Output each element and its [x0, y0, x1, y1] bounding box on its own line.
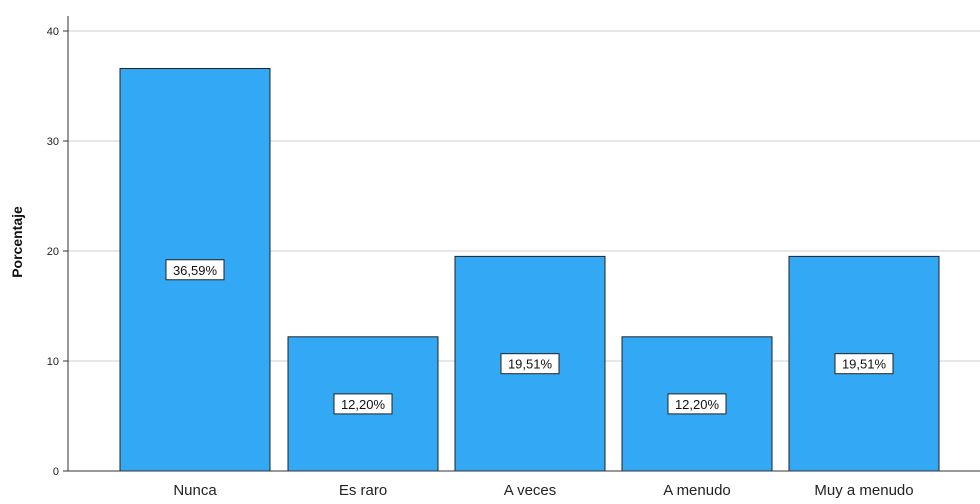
data-label-text: 12,20%	[675, 397, 720, 412]
data-label-box	[667, 393, 727, 415]
bars	[119, 68, 940, 472]
data-label-box	[333, 393, 393, 415]
y-tick-label: 40	[47, 26, 59, 38]
data-labels: 36,59% 12,20% 19,51% 12,20% 19,51%	[165, 259, 894, 415]
y-tick-labels: 0 10 20 30 40	[47, 26, 59, 478]
data-label-text: 12,20%	[341, 397, 386, 412]
x-category-label: A veces	[504, 482, 557, 499]
x-category-label: Es raro	[339, 482, 387, 499]
x-category-label: Nunca	[173, 482, 217, 499]
x-category-label: A menudo	[663, 482, 731, 499]
data-label-box	[165, 259, 225, 281]
x-category-label: Muy a menudo	[814, 482, 913, 499]
data-label-text: 19,51%	[508, 357, 553, 372]
data-label-text: 19,51%	[842, 357, 887, 372]
data-label-text: 36,59%	[173, 263, 218, 278]
y-tick-label: 30	[47, 136, 59, 148]
data-label: 36,59%	[165, 259, 225, 281]
data-label-box	[834, 353, 894, 375]
data-label: 12,20%	[333, 393, 393, 415]
data-label-box	[500, 353, 560, 375]
y-tick-label: 20	[47, 246, 59, 258]
data-label: 12,20%	[667, 393, 727, 415]
y-tick-label: 10	[47, 356, 59, 368]
y-tick-label: 0	[53, 466, 59, 478]
x-category-labels: Nunca Es raro A veces A menudo Muy a menudo	[173, 482, 913, 499]
data-label: 19,51%	[500, 353, 560, 375]
data-label: 19,51%	[834, 353, 894, 375]
axes	[63, 16, 980, 472]
y-axis-title: Porcentaje	[9, 206, 25, 278]
